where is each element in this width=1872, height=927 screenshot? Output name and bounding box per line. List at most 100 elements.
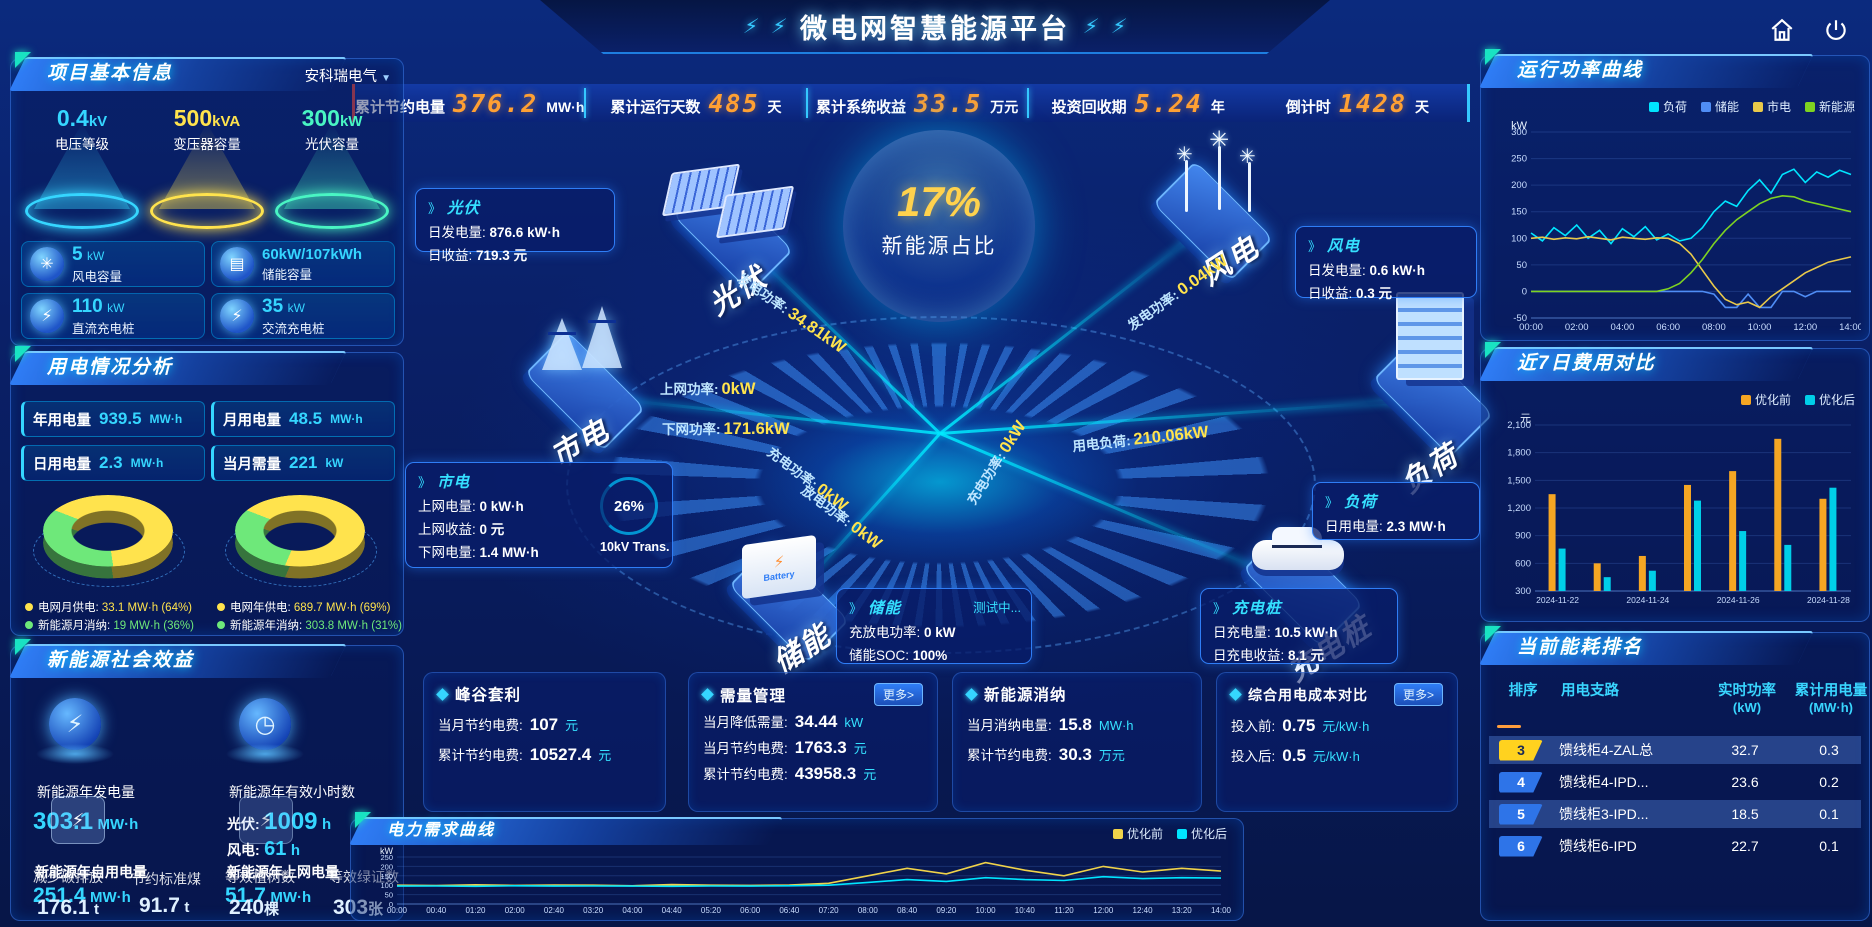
svg-text:06:40: 06:40 bbox=[779, 906, 800, 915]
panel-project-info: 项目基本信息 安科瑞电气 ▼ 0.4kV 电压等级 500kVA 变压器容量 3… bbox=[9, 52, 404, 346]
daily-usage-stat: 日用电量 2.3 MW·h bbox=[21, 445, 205, 481]
svg-text:14:00: 14:00 bbox=[1839, 322, 1861, 333]
demand-curve-chart: 250 200 150 100 50 0 kW 00:00 00:40 01:20 02:00 02:… bbox=[361, 846, 1232, 922]
panel-usage-analysis: 用电情况分析 年用电量 939.5 MW·h 月用电量 48.5 MW·h 日用电量 2.… bbox=[9, 346, 404, 636]
svg-text:250: 250 bbox=[380, 853, 393, 862]
legend-item[interactable]: 优化前 bbox=[1740, 391, 1791, 408]
kpi-payback-period: 投资回收期 5.24 年 bbox=[1051, 88, 1225, 118]
panel-title: 近7日费用对比 bbox=[1517, 353, 1656, 374]
svg-text:100: 100 bbox=[1511, 233, 1527, 244]
svg-text:2024-11-28: 2024-11-28 bbox=[1807, 595, 1850, 605]
lightning-icon: ⚡ bbox=[741, 15, 761, 38]
svg-text:600: 600 bbox=[1515, 558, 1531, 569]
benefit-label: 节约标准煤 bbox=[131, 871, 201, 887]
card-demand-management: 需量管理 更多> 当月降低需量: 34.44 kW 当月节约电费: 1763.3 元 累… bbox=[688, 672, 938, 812]
power-icon[interactable] bbox=[1820, 14, 1852, 46]
panel-corner-icon bbox=[15, 639, 31, 655]
rank-badge: 5 bbox=[1499, 803, 1543, 825]
diamond-bullet-icon bbox=[436, 687, 449, 701]
benefit-value: 251.4 MW·h bbox=[33, 884, 131, 907]
table-row[interactable]: 3 馈线柜4-ZAL总 32.7 0.3 bbox=[1489, 736, 1861, 764]
monthly-energy-donut-chart bbox=[33, 495, 185, 595]
diamond-bullet-icon bbox=[1229, 688, 1242, 701]
benefit-value: 176.1 t bbox=[37, 896, 100, 919]
legend-item[interactable]: 新能源 bbox=[1804, 98, 1855, 115]
legend-item[interactable]: 电网月供电: 33.1 MW·h (64%) bbox=[25, 599, 192, 615]
company-selector[interactable]: 安科瑞电气 ▼ bbox=[304, 69, 391, 85]
svg-text:08:00: 08:00 bbox=[1702, 322, 1726, 333]
rank-badge: 6 bbox=[1499, 835, 1543, 857]
lightning-icon: ⚡ bbox=[769, 15, 789, 38]
legend-item[interactable]: 优化后 bbox=[1804, 391, 1855, 408]
svg-text:0: 0 bbox=[1522, 286, 1527, 297]
svg-text:200: 200 bbox=[1511, 180, 1527, 191]
svg-text:kW: kW bbox=[380, 847, 394, 856]
yearly-energy-donut-chart bbox=[225, 495, 377, 595]
panel-demand-curve: 电力需求曲线 优化前 优化后 250 200 150 100 50 0 kW 00:00 00:4… bbox=[349, 812, 1244, 922]
lightning-tile-overlay: ⚡ bbox=[239, 796, 293, 844]
home-icon[interactable] bbox=[1766, 14, 1798, 46]
benefit-label: 等效绿证数 bbox=[329, 869, 399, 885]
building-icon bbox=[1396, 292, 1464, 380]
top-banner: ⚡ ⚡ 微电网智慧能源平台 ⚡ ⚡ bbox=[540, 0, 1330, 54]
svg-text:06:00: 06:00 bbox=[1656, 322, 1680, 333]
card-cost-comparison: 综合用电成本对比 更多> 投入前: 0.75 元/kW·h 投入后: 0.5 元/kW·… bbox=[1216, 672, 1458, 812]
svg-text:150: 150 bbox=[1511, 207, 1527, 218]
pv-capacity-stat: 300kW 光伏容量 bbox=[271, 105, 393, 229]
chevron-right-icon: 》 bbox=[849, 601, 863, 616]
svg-text:04:40: 04:40 bbox=[662, 906, 683, 915]
chevron-right-icon: 》 bbox=[428, 201, 442, 216]
battery-icon: ▤ bbox=[220, 247, 254, 281]
svg-text:50: 50 bbox=[385, 891, 393, 900]
svg-text:2,100: 2,100 bbox=[1507, 420, 1531, 431]
legend-item[interactable]: 市电 bbox=[1752, 98, 1791, 115]
table-row[interactable]: 4 馈线柜4-IPD... 23.6 0.2 bbox=[1489, 768, 1861, 796]
svg-text:02:00: 02:00 bbox=[505, 906, 526, 915]
svg-text:05:20: 05:20 bbox=[701, 906, 722, 915]
legend-item[interactable]: 负荷 bbox=[1648, 98, 1687, 115]
benefit-value: 240棵 bbox=[229, 896, 280, 919]
divider bbox=[1026, 88, 1029, 118]
more-button[interactable]: 更多> bbox=[873, 683, 923, 706]
kpi-countdown: 倒计时 1428 天 bbox=[1285, 88, 1430, 118]
svg-text:12:00: 12:00 bbox=[1093, 906, 1114, 915]
generation-pedestal: ⚡ bbox=[27, 698, 123, 764]
more-button[interactable]: 更多> bbox=[1393, 683, 1443, 706]
divider bbox=[584, 88, 587, 118]
svg-text:13:20: 13:20 bbox=[1172, 906, 1193, 915]
legend-item[interactable]: 优化后 bbox=[1176, 825, 1227, 842]
wind-turbine-icon: ✳ bbox=[30, 247, 64, 281]
card-renewable-consumption: 新能源消纳 当月消纳电量: 15.8 MW·h 累计节约电费: 30.3 万元 bbox=[952, 672, 1202, 812]
svg-text:200: 200 bbox=[380, 862, 393, 871]
panel-corner-icon bbox=[15, 346, 31, 362]
svg-text:2024-11-26: 2024-11-26 bbox=[1717, 595, 1760, 605]
divider bbox=[805, 88, 808, 118]
svg-text:10:00: 10:00 bbox=[976, 906, 997, 915]
panel-power-curve: 运行功率曲线 负荷 储能 市电 新能源 300 250 200 150 100 50 0 -50 kW… bbox=[1479, 49, 1870, 341]
legend-item[interactable]: 新能源年消纳: 303.8 MW·h (31%) bbox=[217, 617, 402, 633]
svg-text:06:00: 06:00 bbox=[740, 906, 761, 915]
benefit-value: 303.1 MW·h bbox=[33, 808, 139, 835]
charger-info-box: 》充电桩 日充电量: 10.5 kW·h 日充电收益: 8.1 元 bbox=[1200, 588, 1398, 664]
table-row[interactable]: 5 馈线柜3-IPD... 18.5 0.1 bbox=[1489, 800, 1861, 828]
svg-text:03:20: 03:20 bbox=[583, 906, 604, 915]
svg-text:12:00: 12:00 bbox=[1793, 322, 1817, 333]
storage-test-status[interactable]: 测试中... bbox=[973, 601, 1021, 615]
panel-corner-icon bbox=[1485, 49, 1501, 65]
wind-hours-value: 风电: 61 h bbox=[227, 838, 300, 860]
clock-icon: ◷ bbox=[239, 698, 291, 750]
legend-item[interactable]: 电网年供电: 689.7 MW·h (69%) bbox=[217, 599, 390, 615]
svg-text:1,500: 1,500 bbox=[1507, 475, 1531, 486]
charger-icon: ⚡ bbox=[30, 299, 64, 333]
ranking-table-header: 排序 用电支路 实时功率 (kW) 累计用电量 (MW·h) bbox=[1508, 683, 1868, 715]
transmission-tower-icon bbox=[582, 306, 622, 368]
benefit-value: 51.7 MW·h bbox=[225, 884, 312, 907]
renewable-share-value: 17% bbox=[896, 178, 982, 225]
svg-text:02:00: 02:00 bbox=[1565, 322, 1589, 333]
table-row[interactable]: 6 馈线柜6-IPD 22.7 0.1 bbox=[1489, 832, 1861, 860]
svg-text:00:00: 00:00 bbox=[1519, 322, 1543, 333]
legend-item[interactable]: 储能 bbox=[1700, 98, 1739, 115]
legend-item[interactable]: 新能源月消纳: 19 MW·h (36%) bbox=[25, 617, 194, 633]
legend-item[interactable]: 优化前 bbox=[1112, 825, 1163, 842]
transformer-capacity-stat: 500kVA 变压器容量 bbox=[146, 105, 268, 229]
